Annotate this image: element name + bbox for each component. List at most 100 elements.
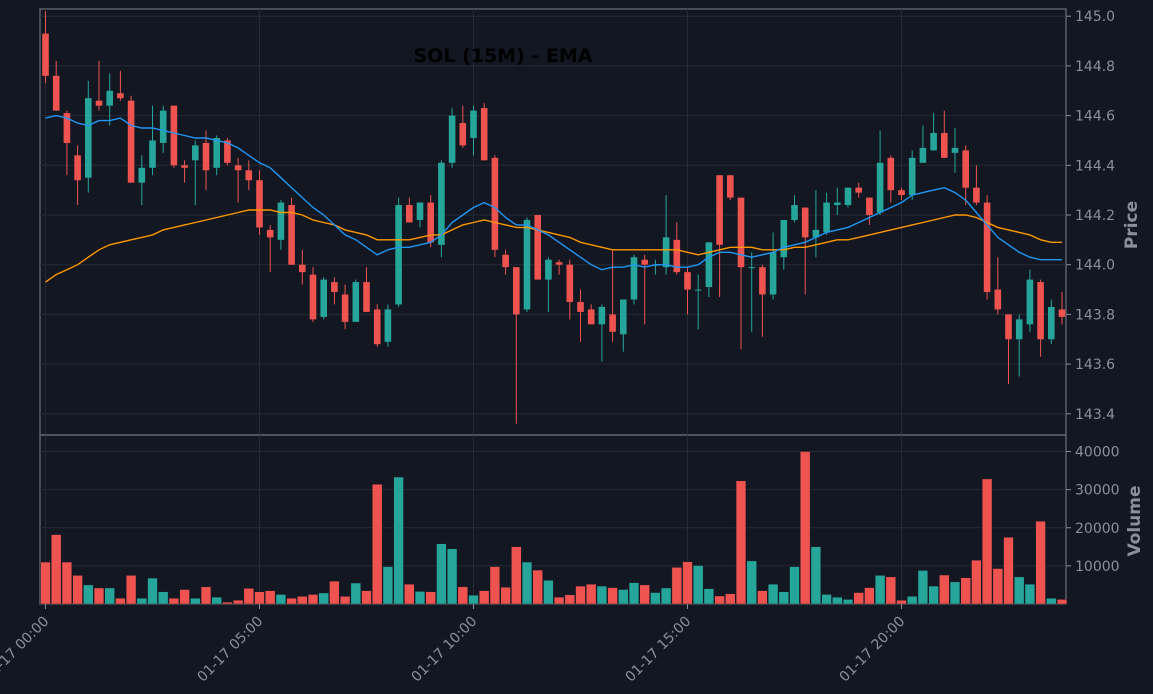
volume-bar bbox=[949, 581, 961, 605]
volume-bar bbox=[136, 598, 147, 605]
candle-body bbox=[919, 147, 927, 163]
candle-body bbox=[491, 157, 499, 250]
candle-body bbox=[545, 259, 552, 280]
volume-tick-label: 10000 bbox=[1075, 559, 1120, 575]
candle-body bbox=[566, 264, 574, 302]
candle-body bbox=[523, 219, 531, 310]
volume-bar bbox=[382, 566, 394, 605]
candle-body bbox=[42, 33, 49, 76]
candle-body bbox=[192, 145, 199, 161]
candle-body bbox=[448, 115, 456, 163]
volume-axis-label: Volume bbox=[1125, 485, 1145, 556]
volume-bar bbox=[875, 575, 886, 605]
candle-body bbox=[480, 108, 488, 161]
volume-bar bbox=[168, 598, 180, 605]
price-tick-label: 144.6 bbox=[1075, 109, 1115, 125]
volume-bar bbox=[83, 584, 94, 605]
volume-bar bbox=[575, 585, 586, 605]
volume-bar bbox=[436, 543, 447, 605]
candle-body bbox=[1058, 309, 1066, 317]
candle-body bbox=[844, 187, 852, 206]
candle-body bbox=[587, 309, 595, 325]
price-tick-label: 144.4 bbox=[1075, 158, 1115, 174]
candle-body bbox=[309, 274, 317, 320]
volume-bar bbox=[671, 567, 682, 605]
volume-bar bbox=[821, 594, 832, 605]
volume-bar bbox=[479, 590, 490, 605]
volume-bar bbox=[104, 587, 115, 605]
volume-bar bbox=[554, 596, 565, 605]
candle-body bbox=[801, 207, 809, 238]
candle-body bbox=[181, 165, 188, 168]
price-panel: 143.4 143.6 143.8 144.0 144.2 144.4 144.6 144.8… bbox=[39, 8, 1115, 436]
volume-bar bbox=[222, 601, 233, 605]
volume-bar bbox=[286, 598, 297, 605]
candle-body bbox=[331, 282, 338, 293]
candle-body bbox=[245, 170, 253, 181]
candle-body bbox=[780, 219, 788, 258]
volume-bar bbox=[928, 585, 939, 605]
volume-bar bbox=[800, 451, 811, 605]
candle-body bbox=[320, 279, 327, 317]
candle-body bbox=[127, 100, 135, 183]
candle-body bbox=[534, 215, 541, 280]
candle-body bbox=[149, 140, 156, 168]
candle-body bbox=[791, 205, 798, 220]
candle-body bbox=[1015, 319, 1023, 340]
volume-bar bbox=[1003, 537, 1014, 605]
candle-body bbox=[930, 132, 937, 151]
candle-body bbox=[406, 205, 413, 223]
candle-body bbox=[876, 162, 884, 213]
candle-body bbox=[63, 113, 71, 143]
volume-panel: 10000 20000 30000 40000 bbox=[39, 434, 1120, 605]
candle-body bbox=[256, 180, 263, 228]
volume-bar bbox=[661, 587, 672, 605]
volume-bar bbox=[1056, 599, 1068, 605]
candle-body bbox=[117, 93, 124, 99]
volume-bar bbox=[1035, 521, 1046, 605]
volume-bar bbox=[832, 596, 843, 605]
volume-bar bbox=[1014, 576, 1025, 605]
candle-body bbox=[74, 155, 81, 181]
candle-body bbox=[630, 257, 638, 300]
volume-bar bbox=[564, 594, 575, 605]
candle-body bbox=[609, 314, 616, 332]
candle-body bbox=[834, 202, 841, 206]
volume-bar bbox=[521, 561, 533, 605]
candle-body bbox=[384, 309, 392, 342]
candle-body bbox=[266, 229, 274, 238]
candle-body bbox=[224, 140, 231, 163]
candle-body bbox=[823, 202, 830, 233]
volume-bar bbox=[489, 566, 501, 605]
candle-body bbox=[737, 197, 745, 268]
candle-body bbox=[159, 110, 167, 143]
volume-bar bbox=[72, 575, 83, 605]
volume-bar bbox=[190, 598, 201, 605]
candle-body bbox=[941, 132, 948, 158]
volume-bar bbox=[468, 595, 479, 605]
volume-bar bbox=[51, 534, 62, 605]
price-tick-label: 144.8 bbox=[1075, 59, 1115, 75]
price-tick-label: 143.8 bbox=[1075, 307, 1115, 323]
candle-body bbox=[908, 157, 916, 196]
candle-body bbox=[427, 202, 434, 243]
volume-bar bbox=[254, 591, 265, 605]
volume-bar bbox=[1024, 583, 1036, 605]
volume-tick-label: 20000 bbox=[1075, 521, 1120, 537]
candle-body bbox=[716, 175, 723, 245]
volume-bar bbox=[350, 582, 361, 605]
candle-body bbox=[288, 205, 295, 265]
volume-bar bbox=[682, 561, 693, 605]
volume-bar bbox=[864, 587, 875, 605]
candle-body bbox=[1005, 314, 1012, 340]
volume-bar bbox=[318, 592, 329, 605]
volume-bar bbox=[714, 595, 725, 605]
candle-body bbox=[759, 267, 766, 295]
candle-body bbox=[555, 262, 563, 265]
volume-bar bbox=[372, 484, 383, 605]
volume-bar bbox=[746, 560, 757, 605]
candle-body bbox=[662, 237, 670, 268]
volume-bar bbox=[650, 592, 661, 605]
volume-bar bbox=[340, 596, 351, 605]
candle-body bbox=[395, 205, 402, 305]
